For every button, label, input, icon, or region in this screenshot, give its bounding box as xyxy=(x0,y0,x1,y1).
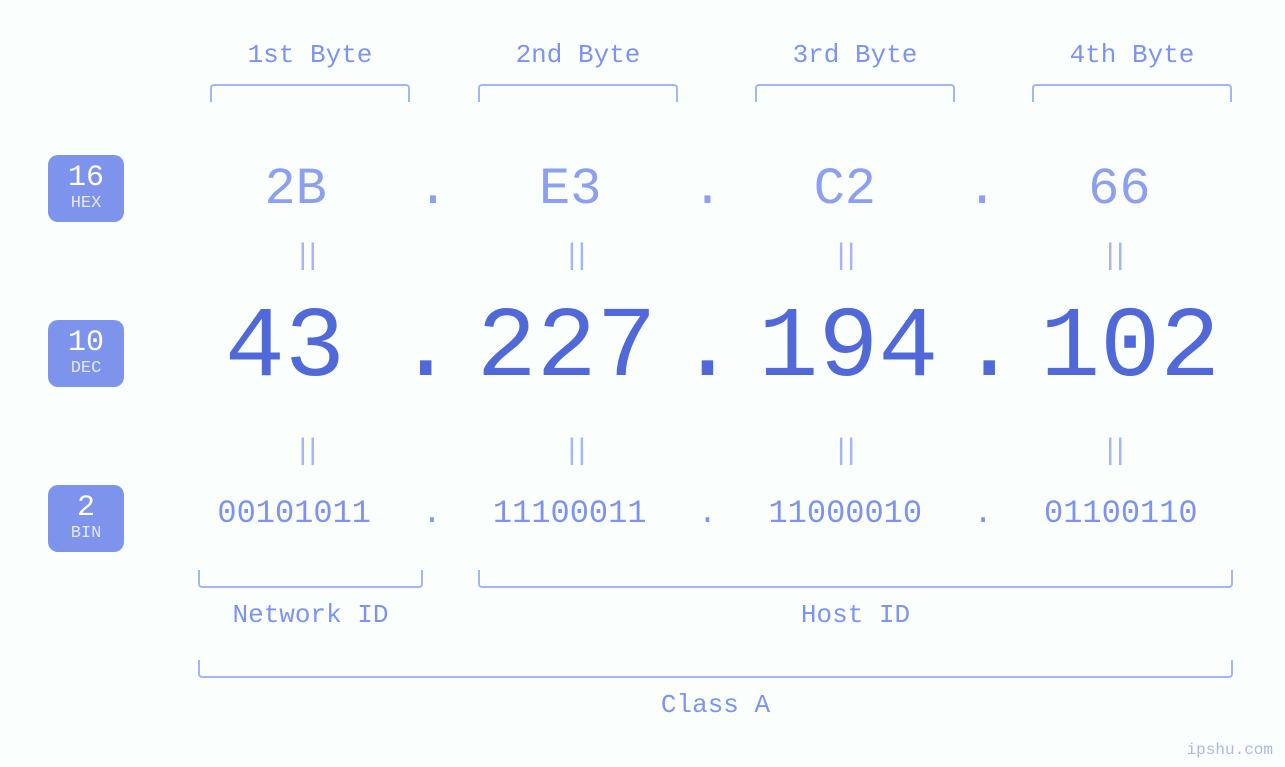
class-label: Class A xyxy=(198,690,1233,720)
bin-dot-1: . xyxy=(408,495,455,532)
byte-header-3: 3rd Byte xyxy=(755,40,955,70)
watermark: ipshu.com xyxy=(1187,741,1273,759)
dec-dot-2: . xyxy=(671,300,743,400)
hex-dot-3: . xyxy=(960,160,1003,219)
bracket-class xyxy=(198,660,1233,678)
host-id-label: Host ID xyxy=(478,600,1233,630)
byte-header-1: 1st Byte xyxy=(210,40,410,70)
hex-dot-1: . xyxy=(411,160,454,219)
equals-icon: || xyxy=(180,435,428,469)
equals-icon: || xyxy=(718,240,966,274)
badge-bin: 2 BIN xyxy=(48,485,124,552)
bracket-byte-1 xyxy=(210,84,410,102)
equals-icon: || xyxy=(449,240,697,274)
bracket-byte-4 xyxy=(1032,84,1232,102)
equals-icon: || xyxy=(987,240,1235,274)
bin-dot-2: . xyxy=(684,495,731,532)
network-id-label: Network ID xyxy=(198,600,423,630)
badge-dec-num: 10 xyxy=(48,328,124,358)
bin-byte-2: 11100011 xyxy=(456,495,684,532)
badge-dec: 10 DEC xyxy=(48,320,124,387)
bracket-byte-2 xyxy=(478,84,678,102)
dec-row: 43 . 227 . 194 . 102 xyxy=(180,300,1235,400)
dec-byte-3: 194 xyxy=(744,300,954,400)
hex-byte-2: E3 xyxy=(455,160,686,219)
byte-header-2: 2nd Byte xyxy=(478,40,678,70)
bin-byte-1: 00101011 xyxy=(180,495,408,532)
bracket-byte-3 xyxy=(755,84,955,102)
hex-byte-1: 2B xyxy=(180,160,411,219)
equals-row-2: || || || || xyxy=(180,435,1235,469)
dec-byte-2: 227 xyxy=(462,300,672,400)
bracket-network-id xyxy=(198,570,423,588)
bracket-host-id xyxy=(478,570,1233,588)
badge-hex: 16 HEX xyxy=(48,155,124,222)
equals-icon: || xyxy=(987,435,1235,469)
badge-hex-label: HEX xyxy=(48,195,124,212)
dec-dot-1: . xyxy=(390,300,462,400)
equals-icon: || xyxy=(718,435,966,469)
bin-dot-3: . xyxy=(959,495,1006,532)
hex-byte-4: 66 xyxy=(1004,160,1235,219)
dec-byte-4: 102 xyxy=(1025,300,1235,400)
bin-row: 00101011 . 11100011 . 11000010 . 0110011… xyxy=(180,495,1235,532)
badge-bin-num: 2 xyxy=(48,493,124,523)
badge-bin-label: BIN xyxy=(48,525,124,542)
dec-dot-3: . xyxy=(953,300,1025,400)
hex-byte-3: C2 xyxy=(729,160,960,219)
equals-icon: || xyxy=(449,435,697,469)
equals-row-1: || || || || xyxy=(180,240,1235,274)
badge-dec-label: DEC xyxy=(48,360,124,377)
dec-byte-1: 43 xyxy=(180,300,390,400)
hex-dot-2: . xyxy=(686,160,729,219)
equals-icon: || xyxy=(180,240,428,274)
byte-header-4: 4th Byte xyxy=(1032,40,1232,70)
hex-row: 2B . E3 . C2 . 66 xyxy=(180,160,1235,219)
badge-hex-num: 16 xyxy=(48,163,124,193)
bin-byte-3: 11000010 xyxy=(731,495,959,532)
bin-byte-4: 01100110 xyxy=(1007,495,1235,532)
